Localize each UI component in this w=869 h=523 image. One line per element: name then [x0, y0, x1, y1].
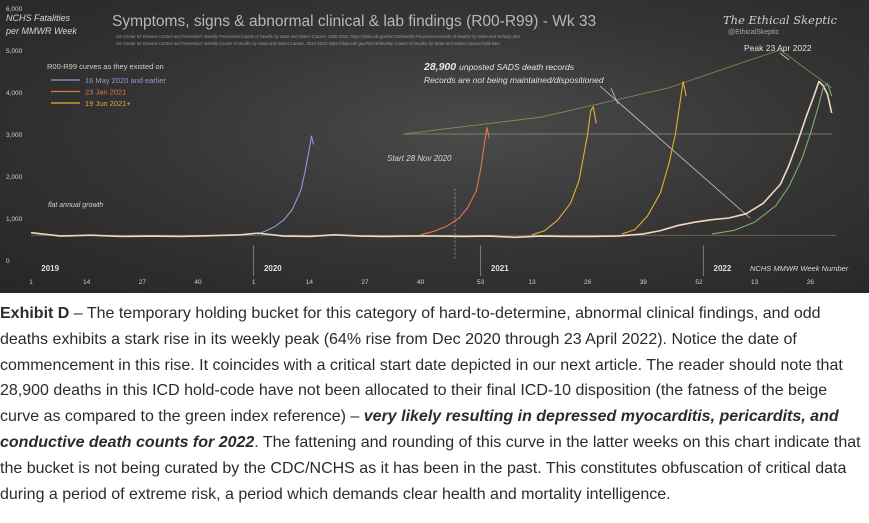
trend-envelope-line: [403, 49, 832, 135]
x-tick-label: 14: [83, 279, 91, 286]
series-line-3: [531, 106, 597, 236]
sads-text: unposted SADS death records: [459, 62, 575, 72]
flat-growth-annotation: flat annual growth: [48, 202, 103, 209]
x-tick-label: 13: [751, 279, 759, 286]
x-tick-label: 40: [417, 279, 425, 286]
y-tick-label: 1,000: [6, 216, 23, 223]
x-tick-label: 52: [695, 279, 703, 286]
caption-part2: . The fattening and rounding of this cur…: [0, 433, 861, 503]
chart-panel: 6,000 5,000 4,000 3,000 2,000 1,000 0 1 14 27 40 1 1…: [0, 0, 869, 293]
x-tick-label: 53: [477, 279, 485, 286]
series-line-2: [420, 127, 490, 236]
sads-annotation-line2: Records are not being maintained/disposi…: [424, 75, 604, 85]
r00-r99-line-chart: 6,000 5,000 4,000 3,000 2,000 1,000 0 1 14 27 40 1 1…: [5, 6, 849, 286]
y-tick-label: 5,000: [6, 48, 23, 55]
series-line-1: [257, 135, 315, 235]
x-tick-label: 26: [584, 279, 592, 286]
source-line-1: US Center for Disease Control and Preven…: [116, 34, 520, 39]
y-tick-label: 3,000: [6, 132, 23, 139]
x-tick-label: 27: [139, 279, 147, 286]
caption-emphasis: very likely resulting in depressed myoca…: [0, 408, 839, 451]
chart-title: Symptoms, signs & abnormal clinical & la…: [112, 13, 596, 30]
legend-entry-label: 23 Jan 2021: [85, 88, 126, 97]
series-line-4: [621, 80, 687, 235]
series-line-6: [711, 83, 833, 235]
x-tick-label: 26: [807, 279, 815, 286]
x-tick-label: 1: [29, 279, 33, 286]
legend-entry-label: 16 May 2020 and earlier: [85, 76, 166, 85]
brand-name: The Ethical Skeptic: [723, 13, 838, 27]
series-line-5: [30, 80, 833, 239]
caption-lead: Exhibit D: [0, 305, 70, 322]
year-label: 2019: [41, 264, 59, 273]
annotation-pointer-line: [779, 52, 790, 61]
x-tick-label: 27: [361, 279, 369, 286]
y-tick-label: 0: [6, 258, 10, 265]
brand-handle: @EthicalSkeptic: [728, 29, 780, 36]
year-label: 2020: [264, 264, 282, 273]
start-annotation: Start 28 Nov 2020: [387, 154, 452, 163]
x-tick-label: 40: [194, 279, 202, 286]
caption-part1: – The temporary holding bucket for this …: [0, 305, 843, 426]
y-axis-label-line2: per MMWR Week: [5, 26, 77, 36]
year-label: 2021: [491, 264, 509, 273]
x-tick-label: 39: [640, 279, 648, 286]
x-axis-label: NCHS MMWR Week Number: [750, 264, 849, 273]
chart-background-layer: 6,000 5,000 4,000 3,000 2,000 1,000 0 1 14 27 40 1 1…: [6, 6, 836, 286]
peak-annotation: Peak 23 Apr 2022: [744, 43, 812, 53]
y-tick-label: 6,000: [6, 6, 23, 13]
x-tick-label: 1: [252, 279, 256, 286]
annotation-pointer-line: [610, 87, 619, 105]
annotation-pointer-line: [599, 85, 751, 219]
sads-count: 28,900: [423, 61, 456, 73]
y-tick-label: 4,000: [6, 90, 23, 97]
sads-annotation-line1: 28,900 unposted SADS death records: [423, 61, 575, 73]
source-line-2: US Center for Disease Control and Preven…: [116, 41, 500, 46]
x-tick-label: 13: [528, 279, 536, 286]
legend-title: R00-R99 curves as they existed on: [47, 62, 164, 71]
legend-entry-label: 19 Jun 2021+: [85, 99, 131, 108]
y-tick-label: 2,000: [6, 174, 23, 181]
exhibit-caption: Exhibit D – The temporary holding bucket…: [0, 301, 869, 507]
y-axis-label-line1: NCHS Fatalities: [6, 13, 71, 23]
x-tick-label: 14: [306, 279, 314, 286]
year-label: 2022: [714, 264, 732, 273]
